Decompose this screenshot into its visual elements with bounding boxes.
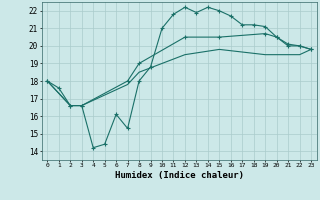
X-axis label: Humidex (Indice chaleur): Humidex (Indice chaleur) [115,171,244,180]
